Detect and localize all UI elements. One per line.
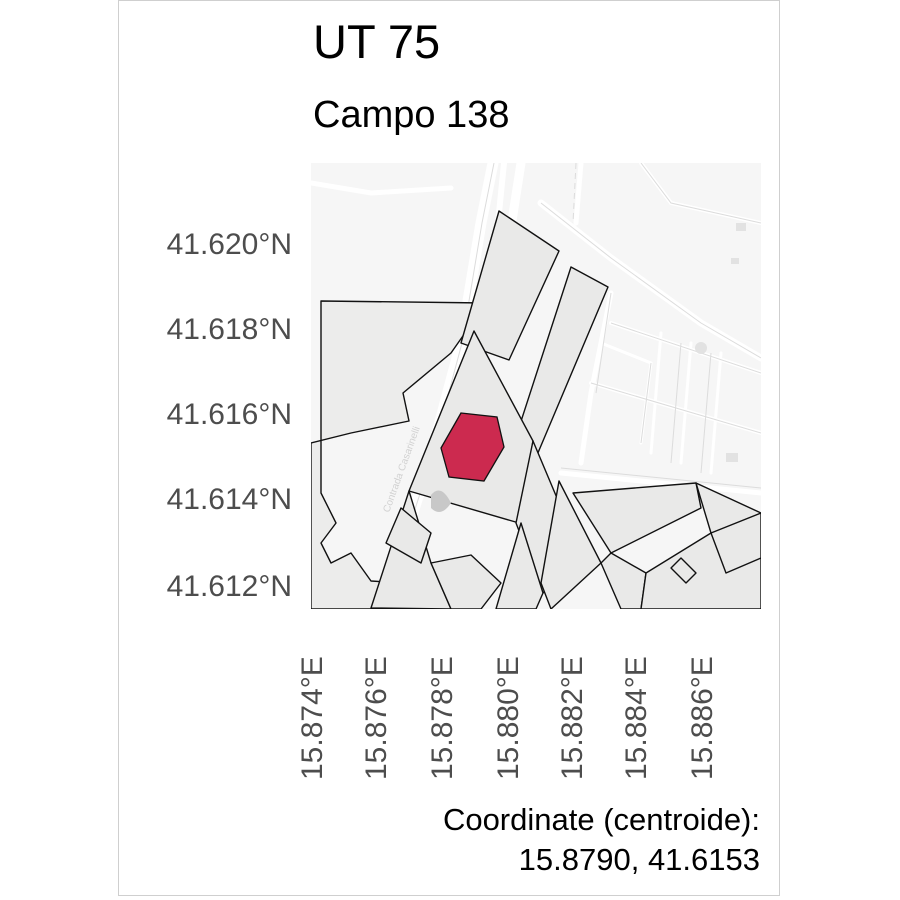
map-panel[interactable]: Contrada Casarinelli: [311, 163, 761, 609]
map-title: UT 75: [313, 15, 441, 68]
x-tick: 15.882°E: [556, 630, 598, 790]
parcel: [430, 554, 502, 609]
parcel-highlight[interactable]: [440, 412, 505, 482]
x-tick-label: 15.884°E: [620, 656, 653, 780]
centroid-caption: Coordinate (centroide): 15.8790, 41.6153: [443, 800, 760, 879]
y-tick-label: 41.618°N: [166, 313, 292, 346]
pond: [431, 490, 451, 512]
caption-coordinates: 15.8790, 41.6153: [518, 841, 760, 877]
parcel: [460, 210, 560, 361]
y-tick-label: 41.614°N: [166, 483, 292, 516]
x-tick: 15.886°E: [686, 630, 728, 790]
map-subtitle: Campo 138: [313, 94, 510, 136]
x-tick-label: 15.878°E: [426, 656, 459, 780]
y-tick-label: 41.620°N: [166, 228, 292, 261]
parcel: [670, 557, 697, 584]
parcel: [311, 300, 487, 609]
parcel: [572, 482, 702, 554]
parcel: [495, 522, 544, 609]
x-tick: 15.876°E: [360, 630, 402, 790]
x-tick-label: 15.876°E: [360, 656, 393, 780]
y-tick-label: 41.616°N: [166, 398, 292, 431]
x-tick-label: 15.874°E: [296, 656, 329, 780]
x-tick: 15.884°E: [620, 630, 662, 790]
parcel: [540, 480, 602, 609]
x-tick-label: 15.886°E: [686, 656, 719, 780]
x-tick: 15.874°E: [296, 630, 338, 790]
parcel: [710, 512, 761, 574]
x-tick-label: 15.882°E: [556, 656, 589, 780]
x-tick: 15.878°E: [426, 630, 468, 790]
caption-label: Coordinate (centroide):: [442, 802, 760, 837]
x-tick: 15.880°E: [492, 630, 534, 790]
x-tick-label: 15.880°E: [492, 656, 525, 780]
y-tick-label: 41.612°N: [166, 570, 292, 603]
parcel: [385, 507, 432, 564]
